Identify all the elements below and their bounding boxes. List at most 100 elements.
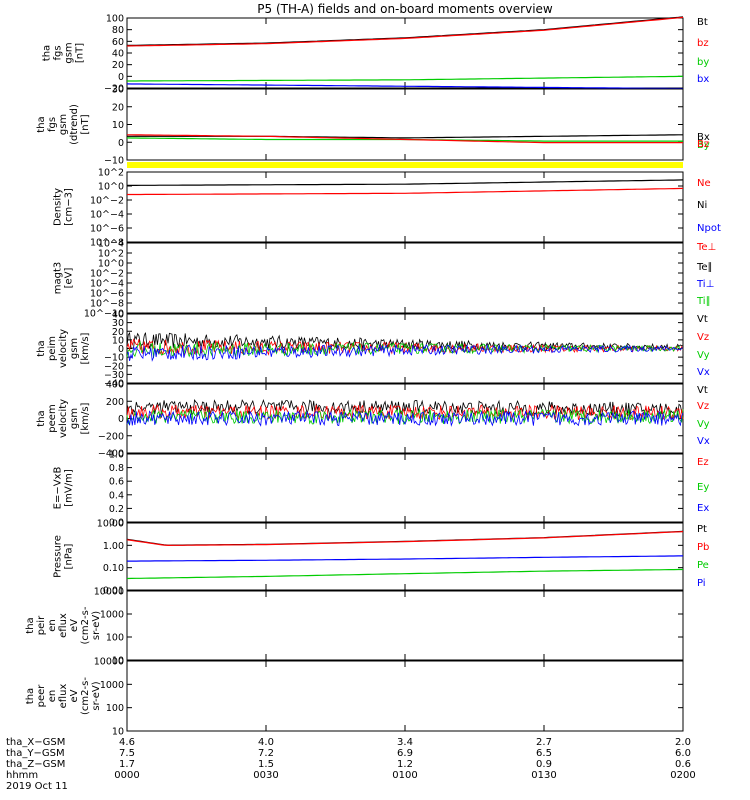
y-axis-label: eV <box>69 689 80 702</box>
legend-Npot: Npot <box>697 223 721 234</box>
series-bx <box>126 83 684 90</box>
y-axis-label: tha <box>36 340 47 356</box>
footer-value: 4.0 <box>258 737 274 748</box>
y-axis-label: Pressure <box>53 535 64 578</box>
y-axis-label: tha <box>42 45 53 61</box>
series-Ni <box>127 179 684 186</box>
y-tick-label: 0 <box>118 72 124 83</box>
legend-Pi: Pi <box>697 578 706 589</box>
legend-Vz: Vz <box>697 332 709 343</box>
y-axis-label: (cm2-s- <box>80 677 91 715</box>
legend-Vt: Vt <box>697 385 708 396</box>
y-tick-label: 10^−4 <box>90 279 124 290</box>
legend-Ey: Ey <box>697 482 709 493</box>
y-axis-label: velocity <box>58 399 69 438</box>
series-by <box>127 75 684 82</box>
legend-Bz: Bz <box>697 139 709 150</box>
y-tick-label: 10^−2 <box>90 269 124 280</box>
y-tick-label: 10^−10 <box>84 309 124 320</box>
y-axis-label: peim <box>47 336 58 361</box>
y-tick-label: 80 <box>112 25 124 36</box>
y-tick-label: −400 <box>98 449 124 460</box>
y-tick-label: 20 <box>112 102 124 113</box>
y-axis-label: gsm <box>69 408 80 429</box>
legend-Vz: Vz <box>697 401 709 412</box>
footer-label: tha_Y−GSM <box>6 748 65 759</box>
y-tick-label: −30 <box>104 370 124 381</box>
y-tick-label: 0.2 <box>109 504 124 515</box>
y-tick-label: 0.4 <box>109 490 124 501</box>
panel-frame <box>126 660 684 732</box>
y-tick-label: −200 <box>98 431 124 442</box>
panel-frame <box>126 88 684 161</box>
footer-value: 7.2 <box>258 748 274 759</box>
y-axis-label: tha <box>36 116 47 132</box>
series-Vz <box>126 404 684 421</box>
panel-frame <box>126 171 684 243</box>
y-tick-label: 10^2 <box>98 249 124 260</box>
series-Vt <box>126 331 684 352</box>
panel-temperature: 10^410^210^010^−210^−410^−610^−810^−10ma… <box>53 239 717 320</box>
legend-Ti⊥: Ti⊥ <box>696 279 714 290</box>
y-tick-label: 1.00 <box>103 541 124 552</box>
y-axis-label: [km/s] <box>80 402 91 434</box>
y-tick-label: 0.0 <box>109 518 124 529</box>
y-axis-label: fgs <box>53 45 64 60</box>
footer-value: 0100 <box>392 770 417 781</box>
y-axis-label: gsm <box>58 114 69 135</box>
y-axis-label: en <box>47 619 58 632</box>
y-tick-label: 30 <box>112 85 124 96</box>
y-tick-label: 10000 <box>94 657 124 668</box>
footer-value: 0000 <box>114 770 139 781</box>
panel-ion-spec: 10000 1000 100 10 tha peir en eflux eV (cm2-s-sr-… <box>25 587 684 667</box>
y-tick-label: 60 <box>112 37 124 48</box>
legend-Ni: Ni <box>697 200 707 211</box>
y-axis-label: peer <box>36 684 47 708</box>
series-Vt <box>126 399 684 418</box>
footer-value: 6.9 <box>397 748 413 759</box>
footer-value: 6.0 <box>675 748 691 759</box>
footer-value: 0200 <box>670 770 695 781</box>
y-tick-label: 10 <box>112 727 124 738</box>
panel-density: 10^2 10^0 10^−2 10^−4 10^−6 10^−8 Density [cm−3… <box>53 168 721 249</box>
series-bz <box>126 16 684 47</box>
legend-Vy: Vy <box>697 350 710 361</box>
y-tick-label: 10^−2 <box>90 196 124 207</box>
y-tick-label: 10 <box>112 120 124 131</box>
legend-Te⊥: Te⊥ <box>696 242 716 253</box>
y-tick-label: 10.00 <box>97 519 124 530</box>
footer-value: 7.5 <box>119 748 135 759</box>
quality-bar <box>127 162 683 168</box>
y-tick-label: 10^−4 <box>90 210 124 221</box>
y-axis-label: Density <box>53 188 64 226</box>
y-axis-label: en <box>47 690 58 703</box>
y-tick-label: 100 <box>106 703 124 714</box>
legend-Te∥: Te∥ <box>696 262 713 273</box>
y-tick-label: 1000 <box>100 610 124 621</box>
y-axis-label: [nT] <box>80 114 91 134</box>
y-tick-label: 20 <box>112 60 124 71</box>
footer-value: 0130 <box>531 770 556 781</box>
footer-value: 3.4 <box>397 737 413 748</box>
y-axis-label: peir <box>36 615 47 635</box>
series-Pe <box>126 568 683 580</box>
y-axis-label: gsm <box>69 338 80 359</box>
legend-Ez: Ez <box>697 457 709 468</box>
legend-Vx: Vx <box>697 367 710 378</box>
y-tick-label: −10 <box>104 156 124 167</box>
series-Pt <box>126 530 684 546</box>
y-tick-label: 10^0 <box>98 259 124 270</box>
panel-ve: 400 200 0 −200 −400 tha peem velocity gsm [km/s] V… <box>36 380 710 460</box>
footer-label: hhmm <box>6 770 38 781</box>
y-tick-label: −40 <box>104 379 124 390</box>
y-tick-label: 0 <box>118 138 124 149</box>
y-tick-label: 40 <box>112 310 124 321</box>
series-Vy <box>126 340 684 358</box>
y-tick-label: 0 <box>118 414 124 425</box>
y-tick-label: 0.10 <box>103 563 124 574</box>
legend-Vy: Vy <box>697 419 710 430</box>
y-axis-label: E=−VxB <box>53 467 64 510</box>
